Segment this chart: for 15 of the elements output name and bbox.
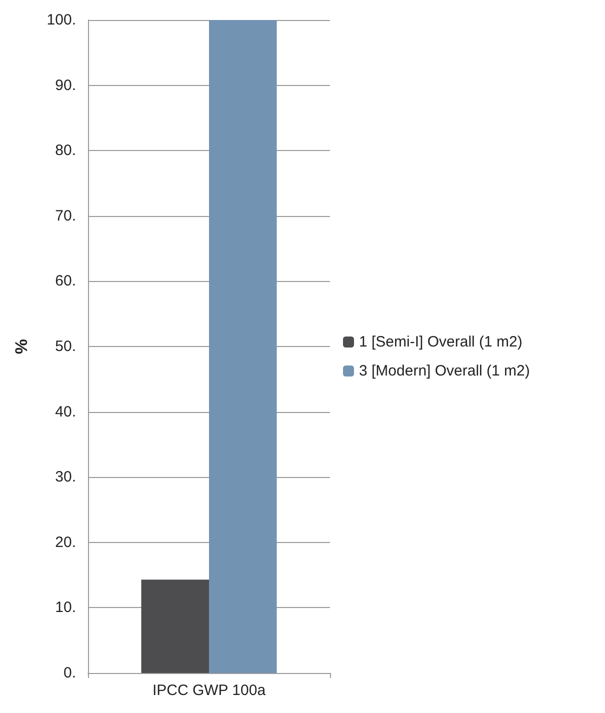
y-tick-label: 10. [55,599,76,616]
y-tick-label: 80. [55,142,76,160]
x-tick-label: IPCC GWP 100a [152,682,266,699]
y-tick-label: 100. [46,12,76,28]
y-axis-title: % [12,338,31,354]
legend-label: 1 [Semi-I] Overall (1 m2) [359,334,522,350]
y-tick-label: 40. [55,403,76,420]
y-tick-label: 70. [55,207,76,224]
y-tick-label: 90. [55,76,76,94]
y-tick-label: 20. [55,534,76,551]
y-tick-label: 60. [55,272,76,290]
y-tick-label: 50. [55,338,76,355]
y-tick-label: 30. [55,468,76,486]
y-tick-label: 0. [63,664,76,682]
legend-label: 3 [Modern] Overall (1 m2) [359,362,530,380]
